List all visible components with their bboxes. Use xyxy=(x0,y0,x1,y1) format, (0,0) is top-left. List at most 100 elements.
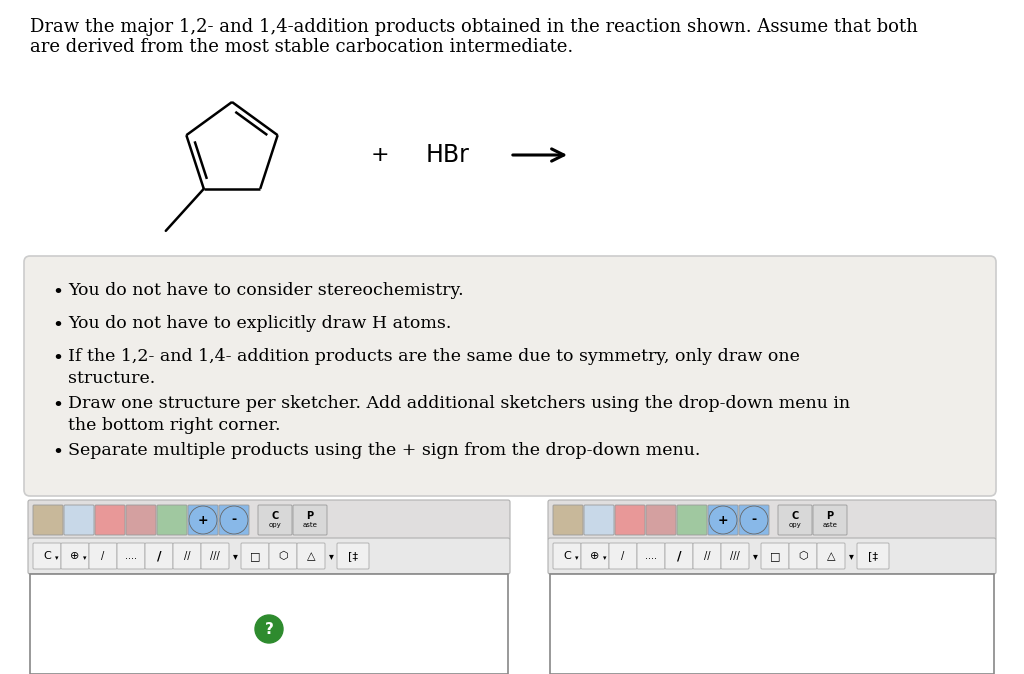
FancyBboxPatch shape xyxy=(117,543,145,569)
Text: ▾: ▾ xyxy=(232,551,238,561)
Text: ▾: ▾ xyxy=(603,555,607,561)
FancyBboxPatch shape xyxy=(95,505,125,535)
FancyBboxPatch shape xyxy=(584,505,614,535)
Text: △: △ xyxy=(307,551,315,561)
FancyBboxPatch shape xyxy=(761,543,790,569)
FancyBboxPatch shape xyxy=(693,543,721,569)
Text: C: C xyxy=(271,511,279,521)
Text: opy: opy xyxy=(788,522,802,528)
Text: Draw the major 1,2- and 1,4-addition products obtained in the reaction shown. As: Draw the major 1,2- and 1,4-addition pro… xyxy=(30,18,918,36)
Text: HBr: HBr xyxy=(426,143,470,167)
Text: -: - xyxy=(752,514,757,526)
FancyBboxPatch shape xyxy=(157,505,187,535)
Text: ⊕: ⊕ xyxy=(71,551,80,561)
Text: ///: /// xyxy=(730,551,740,561)
Text: [‡: [‡ xyxy=(348,551,358,561)
FancyBboxPatch shape xyxy=(63,505,94,535)
FancyBboxPatch shape xyxy=(241,543,269,569)
FancyBboxPatch shape xyxy=(219,505,249,535)
FancyBboxPatch shape xyxy=(646,505,676,535)
Text: ....: .... xyxy=(645,551,657,561)
Text: ▾: ▾ xyxy=(575,555,579,561)
Circle shape xyxy=(255,615,283,643)
FancyBboxPatch shape xyxy=(258,505,292,535)
Text: ▾: ▾ xyxy=(753,551,758,561)
FancyBboxPatch shape xyxy=(813,505,847,535)
Text: ▾: ▾ xyxy=(849,551,853,561)
FancyBboxPatch shape xyxy=(778,505,812,535)
Text: //: // xyxy=(703,551,711,561)
FancyBboxPatch shape xyxy=(145,543,173,569)
Text: ///: /// xyxy=(210,551,220,561)
Text: P: P xyxy=(826,511,834,521)
Text: /: / xyxy=(157,549,162,563)
Bar xyxy=(550,574,994,674)
Text: ▾: ▾ xyxy=(83,555,87,561)
Text: ▾: ▾ xyxy=(329,551,334,561)
FancyBboxPatch shape xyxy=(293,505,327,535)
FancyBboxPatch shape xyxy=(24,256,996,496)
Text: Separate multiple products using the + sign from the drop-down menu.: Separate multiple products using the + s… xyxy=(68,442,700,459)
FancyBboxPatch shape xyxy=(665,543,693,569)
FancyBboxPatch shape xyxy=(553,543,581,569)
FancyBboxPatch shape xyxy=(61,543,89,569)
Text: opy: opy xyxy=(268,522,282,528)
Text: /: / xyxy=(101,551,104,561)
Text: +: + xyxy=(718,514,728,526)
Text: You do not have to consider stereochemistry.: You do not have to consider stereochemis… xyxy=(68,282,464,299)
Text: •: • xyxy=(52,350,63,368)
FancyBboxPatch shape xyxy=(33,505,63,535)
FancyBboxPatch shape xyxy=(28,538,510,574)
FancyBboxPatch shape xyxy=(28,500,510,540)
Circle shape xyxy=(189,506,217,534)
Circle shape xyxy=(709,506,737,534)
FancyBboxPatch shape xyxy=(609,543,637,569)
FancyBboxPatch shape xyxy=(297,543,325,569)
FancyBboxPatch shape xyxy=(708,505,738,535)
Text: •: • xyxy=(52,284,63,302)
Bar xyxy=(30,574,508,674)
Text: ⬡: ⬡ xyxy=(279,551,288,561)
Text: P: P xyxy=(306,511,313,521)
FancyBboxPatch shape xyxy=(553,505,583,535)
Text: -: - xyxy=(231,514,237,526)
Text: //: // xyxy=(183,551,190,561)
FancyBboxPatch shape xyxy=(126,505,156,535)
Text: aste: aste xyxy=(302,522,317,528)
FancyBboxPatch shape xyxy=(337,543,369,569)
Text: •: • xyxy=(52,317,63,335)
Text: Draw one structure per sketcher. Add additional sketchers using the drop-down me: Draw one structure per sketcher. Add add… xyxy=(68,395,850,434)
FancyBboxPatch shape xyxy=(269,543,297,569)
FancyBboxPatch shape xyxy=(615,505,645,535)
FancyBboxPatch shape xyxy=(173,543,201,569)
Text: •: • xyxy=(52,444,63,462)
FancyBboxPatch shape xyxy=(721,543,749,569)
Text: +: + xyxy=(198,514,208,526)
Text: ?: ? xyxy=(264,621,273,636)
Text: C: C xyxy=(43,551,51,561)
Text: △: △ xyxy=(826,551,836,561)
Circle shape xyxy=(740,506,768,534)
FancyBboxPatch shape xyxy=(817,543,845,569)
Text: ....: .... xyxy=(125,551,137,561)
Text: aste: aste xyxy=(822,522,838,528)
FancyBboxPatch shape xyxy=(33,543,61,569)
Text: You do not have to explicitly draw H atoms.: You do not have to explicitly draw H ato… xyxy=(68,315,452,332)
Text: □: □ xyxy=(770,551,780,561)
Text: C: C xyxy=(563,551,570,561)
Text: are derived from the most stable carbocation intermediate.: are derived from the most stable carboca… xyxy=(30,38,573,56)
FancyBboxPatch shape xyxy=(89,543,117,569)
FancyBboxPatch shape xyxy=(581,543,609,569)
FancyBboxPatch shape xyxy=(739,505,769,535)
Text: ⊕: ⊕ xyxy=(590,551,600,561)
Text: /: / xyxy=(622,551,625,561)
FancyBboxPatch shape xyxy=(677,505,707,535)
FancyBboxPatch shape xyxy=(548,538,996,574)
Text: ⬡: ⬡ xyxy=(798,551,808,561)
Text: +: + xyxy=(371,145,389,165)
FancyBboxPatch shape xyxy=(637,543,665,569)
FancyBboxPatch shape xyxy=(201,543,229,569)
FancyBboxPatch shape xyxy=(548,500,996,540)
Text: /: / xyxy=(677,549,681,563)
Circle shape xyxy=(220,506,248,534)
